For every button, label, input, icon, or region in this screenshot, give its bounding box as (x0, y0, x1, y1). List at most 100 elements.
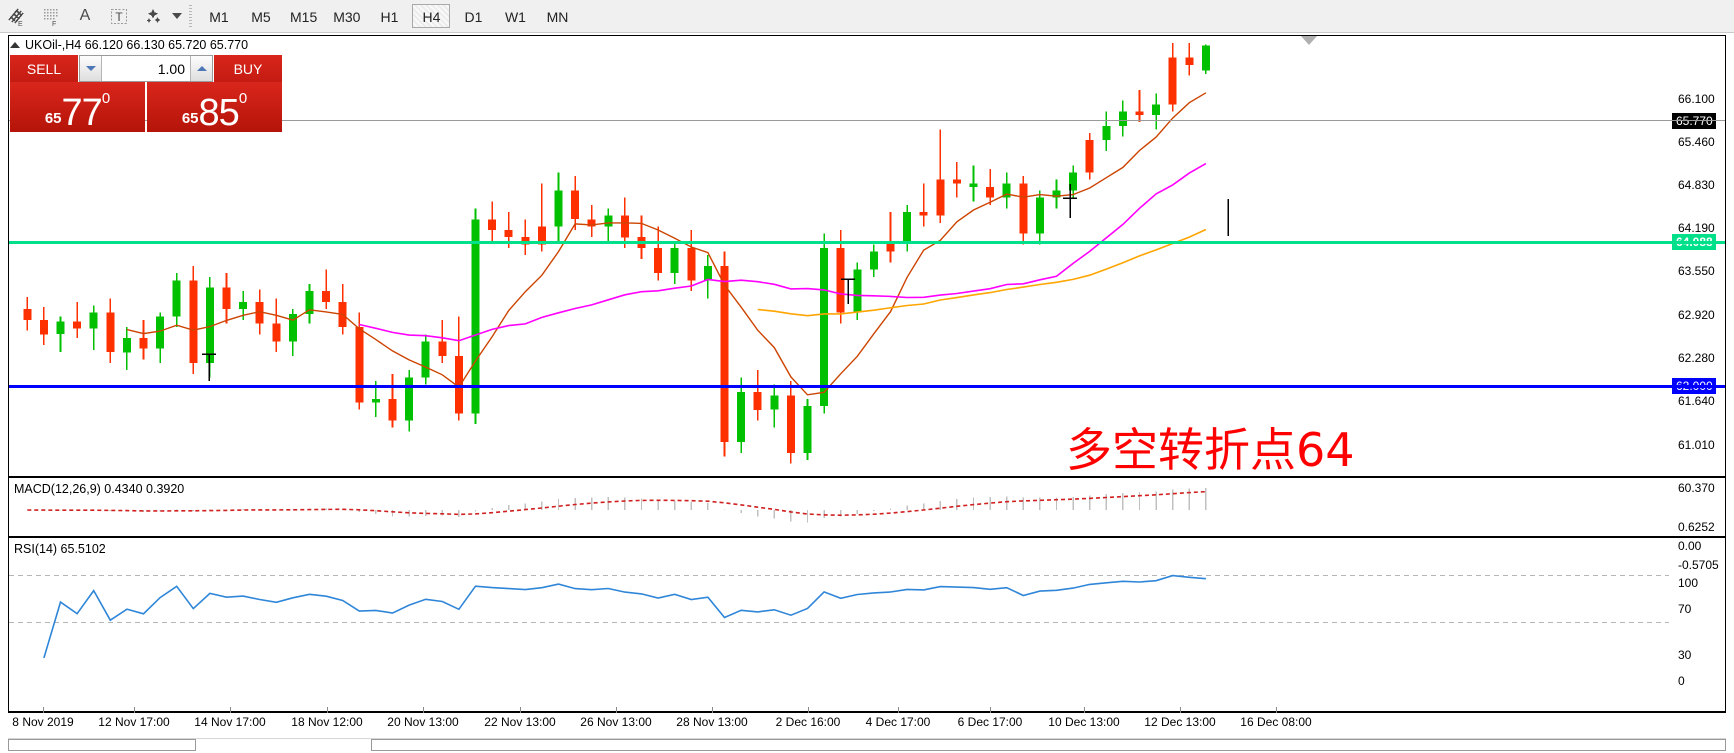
buy-price-fraction: 0 (238, 90, 248, 107)
volume-input[interactable]: 1.00 (157, 60, 185, 77)
price-chart-svg (23, 43, 1229, 464)
time-tick-mark (1276, 707, 1277, 713)
objects-icon[interactable] (136, 1, 170, 31)
scrollbar-left-segment[interactable] (8, 739, 196, 751)
buy-price-display[interactable]: 65 85 0 (147, 82, 282, 132)
svg-text:T: T (115, 10, 123, 24)
grid-f-icon[interactable]: F (34, 1, 68, 31)
last-price-line (9, 120, 1725, 121)
time-tick-label: 8 Nov 2019 (12, 715, 74, 729)
price-tick-63550: 63.550 (1678, 264, 1715, 278)
macd-label: MACD(12,26,9) 0.4340 0.3920 (14, 482, 185, 496)
time-tick-label: 16 Dec 08:00 (1240, 715, 1312, 729)
volume-stepper[interactable]: 1.00 (79, 55, 213, 82)
rsi-label: RSI(14) 65.5102 (14, 542, 106, 556)
one-click-trade-panel: SELL 1.00 BUY 65 77 0 65 85 0 (10, 55, 282, 132)
timeframe-h1[interactable]: H1 (380, 9, 399, 25)
support-line-blue (9, 385, 1725, 388)
rsi-chart-svg (9, 574, 1669, 659)
time-tick-mark (1084, 707, 1085, 713)
time-tick-mark (1180, 707, 1181, 713)
buy-price-prefix: 65 (181, 110, 199, 127)
timeframe-m15[interactable]: M15 (290, 9, 318, 25)
scrollbar-thumb[interactable] (371, 739, 1726, 751)
timeframe-mn[interactable]: MN (546, 9, 569, 25)
toolbar-separator (185, 4, 195, 28)
sell-button[interactable]: SELL (10, 55, 78, 82)
price-tick-61010: 61.010 (1678, 438, 1715, 452)
time-tick-mark (327, 707, 328, 713)
text-label-icon[interactable]: T (102, 1, 136, 31)
objects-dropdown-caret-icon[interactable] (172, 13, 182, 19)
timeframe-w1[interactable]: W1 (504, 9, 526, 25)
price-tick-65770: 65.770 (1672, 113, 1716, 129)
price-tick-60370: 60.370 (1678, 481, 1715, 495)
price-tick-0: 0 (1678, 674, 1685, 688)
sell-price-fraction: 0 (101, 90, 111, 107)
chart-frame: MACD(12,26,9) 0.4340 0.3920 RSI(14) 65.5… (8, 35, 1726, 712)
price-tick-05705: -0.5705 (1678, 558, 1719, 572)
time-tick-mark (230, 707, 231, 713)
symbol-title: UKOil-,H4 66.120 66.130 65.720 65.770 (10, 38, 248, 52)
chart-window: MACD(12,26,9) 0.4340 0.3920 RSI(14) 65.5… (0, 33, 1734, 753)
price-pane[interactable] (9, 36, 1725, 478)
time-tick-mark (43, 707, 44, 713)
resistance-line-green (9, 241, 1725, 244)
price-tick-70: 70 (1678, 602, 1692, 616)
indicators-icon[interactable]: E (0, 1, 34, 31)
timeframe-m5[interactable]: M5 (251, 9, 271, 25)
price-tick-000: 0.00 (1678, 539, 1702, 553)
time-tick-mark (712, 707, 713, 713)
caret-up-icon (196, 66, 207, 71)
time-tick-mark (898, 707, 899, 713)
macd-chart-svg (27, 488, 1207, 523)
price-tick-62920: 62.920 (1678, 308, 1715, 322)
time-tick-mark (616, 707, 617, 713)
time-tick-label: 28 Nov 13:00 (676, 715, 748, 729)
timeframe-h4[interactable]: H4 (412, 4, 451, 28)
horizontal-scrollbar[interactable] (8, 738, 1726, 752)
price-tick-64830: 64.830 (1678, 178, 1715, 192)
time-tick-label: 14 Nov 17:00 (194, 715, 266, 729)
price-tick-62280: 62.280 (1678, 351, 1715, 365)
volume-decrement-button[interactable] (80, 56, 102, 81)
rsi-pane[interactable]: RSI(14) 65.5102 (9, 540, 1725, 711)
time-tick-mark (423, 707, 424, 713)
time-tick-mark (990, 707, 991, 713)
volume-increment-button[interactable] (190, 56, 212, 81)
chart-marker-triangle-icon (1301, 36, 1317, 45)
macd-pane[interactable]: MACD(12,26,9) 0.4340 0.3920 (9, 480, 1725, 538)
time-tick-label: 2 Dec 16:00 (775, 715, 841, 729)
price-tick-66100: 66.100 (1678, 92, 1715, 106)
trade-panel-top-row: SELL 1.00 BUY (10, 55, 282, 82)
chart-annotation-text: 多空转折点64 (1066, 423, 1355, 477)
buy-button[interactable]: BUY (214, 55, 282, 82)
sell-price-display[interactable]: 65 77 0 (10, 82, 145, 132)
time-tick-label: 10 Dec 13:00 (1048, 715, 1120, 729)
time-tick-label: 4 Dec 17:00 (865, 715, 931, 729)
time-tick-label: 12 Nov 17:00 (98, 715, 170, 729)
collapse-triangle-icon[interactable] (10, 42, 20, 48)
toolbar: E F A T M1 M5 M15 M30 H1 H4 D1 W1 (0, 0, 1734, 33)
text-a-icon[interactable]: A (79, 7, 91, 24)
svg-text:E: E (18, 21, 23, 27)
price-tick-61640: 61.640 (1678, 394, 1715, 408)
sell-price-prefix: 65 (44, 110, 62, 127)
trade-panel-price-row: 65 77 0 65 85 0 (10, 82, 282, 132)
buy-price-main: 85 (198, 92, 240, 134)
time-tick-label: 20 Nov 13:00 (387, 715, 459, 729)
time-tick-label: 6 Dec 17:00 (957, 715, 1023, 729)
price-scale[interactable]: 66.10065.77065.46064.83064.19064.08863.5… (1672, 35, 1734, 712)
time-scale[interactable]: 8 Nov 2019 12 Nov 17:00 14 Nov 17:00 18 Nov… (8, 707, 1726, 731)
timeframe-m1[interactable]: M1 (209, 9, 229, 25)
price-tick-64190: 64.190 (1678, 221, 1715, 235)
time-tick-label: 18 Nov 12:00 (291, 715, 363, 729)
timeframe-d1[interactable]: D1 (464, 9, 483, 25)
time-tick-mark (520, 707, 521, 713)
sell-price-main: 77 (61, 92, 103, 134)
price-tick-100: 100 (1678, 576, 1699, 590)
time-tick-mark (134, 707, 135, 713)
timeframe-m30[interactable]: M30 (333, 9, 361, 25)
time-tick-label: 12 Dec 13:00 (1144, 715, 1216, 729)
time-tick-mark (808, 707, 809, 713)
